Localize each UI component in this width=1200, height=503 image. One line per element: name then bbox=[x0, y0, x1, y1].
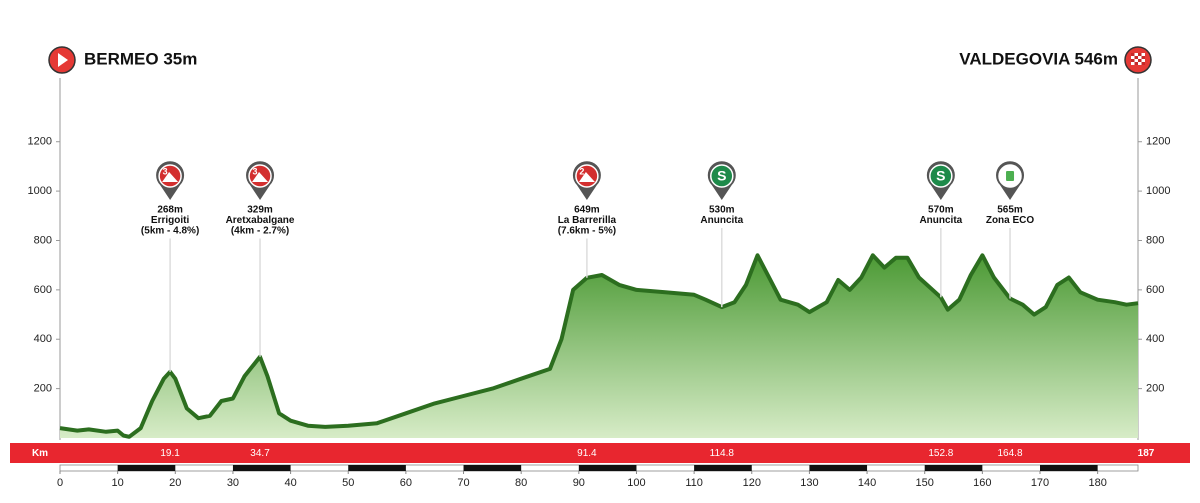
annotation-icon-text: S bbox=[717, 168, 726, 184]
annotation-name: Errigoiti bbox=[151, 215, 190, 226]
x-tick-label: 20 bbox=[169, 477, 181, 489]
km-band bbox=[10, 443, 1190, 463]
ruler-segment bbox=[578, 465, 637, 471]
annotation-name: Anuncita bbox=[700, 215, 743, 226]
mountain-icon bbox=[578, 172, 595, 182]
annotation-detail: (5km - 4.8%) bbox=[141, 226, 199, 237]
annotation-elevation: 649m bbox=[574, 205, 600, 216]
y-tick-label: 1200 bbox=[28, 136, 52, 148]
x-tick-label: 0 bbox=[57, 477, 63, 489]
km-label: Km bbox=[32, 448, 48, 459]
y-tick-label: 200 bbox=[34, 383, 52, 395]
annotation-elevation: 565m bbox=[997, 205, 1023, 216]
annotation-icon-text: 2 bbox=[579, 166, 584, 176]
km-marker: 91.4 bbox=[577, 448, 597, 459]
km-marker: 114.8 bbox=[710, 448, 735, 459]
annotation-name: Zona ECO bbox=[986, 215, 1035, 226]
km-marker: 152.8 bbox=[928, 448, 953, 459]
eco-icon bbox=[1006, 171, 1015, 181]
x-tick-label: 150 bbox=[916, 477, 934, 489]
y-tick-label: 1000 bbox=[28, 185, 52, 197]
ruler-segment bbox=[809, 465, 868, 471]
ruler-segment bbox=[232, 465, 291, 471]
profile-area bbox=[60, 255, 1138, 438]
x-tick-label: 160 bbox=[973, 477, 991, 489]
total-km: 187 bbox=[1138, 448, 1155, 459]
annotation-elevation: 570m bbox=[928, 205, 954, 216]
x-tick-label: 80 bbox=[515, 477, 527, 489]
annotation-icon bbox=[710, 164, 734, 188]
x-tick-label: 140 bbox=[858, 477, 876, 489]
annotation-name: Anuncita bbox=[919, 215, 962, 226]
ruler-segment bbox=[117, 465, 176, 471]
mountain-icon bbox=[252, 172, 269, 182]
x-tick-label: 180 bbox=[1088, 477, 1106, 489]
mountain-icon bbox=[162, 172, 179, 182]
km-marker: 164.8 bbox=[998, 448, 1023, 459]
y-tick-label-right: 600 bbox=[1146, 284, 1164, 296]
y-tick-label: 800 bbox=[34, 234, 52, 246]
y-tick-label-right: 400 bbox=[1146, 333, 1164, 345]
x-tick-label: 50 bbox=[342, 477, 354, 489]
x-tick-label: 60 bbox=[400, 477, 412, 489]
profile-edge bbox=[59, 253, 1139, 439]
x-tick-label: 110 bbox=[685, 477, 703, 489]
annotation-name: La Barrerilla bbox=[558, 215, 617, 226]
km-marker: 34.7 bbox=[250, 448, 270, 459]
y-tick-label-right: 800 bbox=[1146, 234, 1164, 246]
y-tick-label-right: 1000 bbox=[1146, 185, 1170, 197]
annotation-icon-text: 3 bbox=[163, 166, 168, 176]
annotation-icon-text: S bbox=[936, 168, 945, 184]
x-tick-label: 70 bbox=[457, 477, 469, 489]
annotation-icon-text: 3 bbox=[253, 166, 258, 176]
y-tick-label: 400 bbox=[34, 333, 52, 345]
finish-icon bbox=[1124, 46, 1152, 74]
km-marker: 19.1 bbox=[160, 448, 180, 459]
annotation-elevation: 530m bbox=[709, 205, 735, 216]
x-tick-label: 100 bbox=[627, 477, 645, 489]
x-tick-label: 30 bbox=[227, 477, 239, 489]
x-tick-label: 120 bbox=[743, 477, 761, 489]
ruler-segment bbox=[463, 465, 522, 471]
finish-title: VALDEGOVIA 546m bbox=[959, 49, 1118, 68]
annotation-elevation: 329m bbox=[247, 205, 273, 216]
annotation-name: Aretxabalgane bbox=[226, 215, 295, 226]
ruler-segment bbox=[694, 465, 752, 471]
ruler-segment bbox=[924, 465, 983, 471]
y-tick-label-right: 1200 bbox=[1146, 136, 1170, 148]
x-tick-label: 10 bbox=[112, 477, 124, 489]
y-tick-label: 600 bbox=[34, 284, 52, 296]
ruler-segment bbox=[1040, 465, 1098, 471]
start-title: BERMEO 35m bbox=[84, 49, 197, 68]
x-tick-label: 90 bbox=[573, 477, 585, 489]
x-tick-label: 40 bbox=[284, 477, 296, 489]
annotation-elevation: 268m bbox=[157, 205, 183, 216]
y-tick-label-right: 200 bbox=[1146, 383, 1164, 395]
annotation-icon bbox=[929, 164, 953, 188]
start-icon bbox=[48, 46, 76, 74]
annotation-detail: (7.6km - 5%) bbox=[558, 226, 616, 237]
x-tick-label: 130 bbox=[800, 477, 818, 489]
x-tick-label: 170 bbox=[1031, 477, 1049, 489]
ruler-segment bbox=[348, 465, 406, 471]
annotation-detail: (4km - 2.7%) bbox=[231, 226, 289, 237]
